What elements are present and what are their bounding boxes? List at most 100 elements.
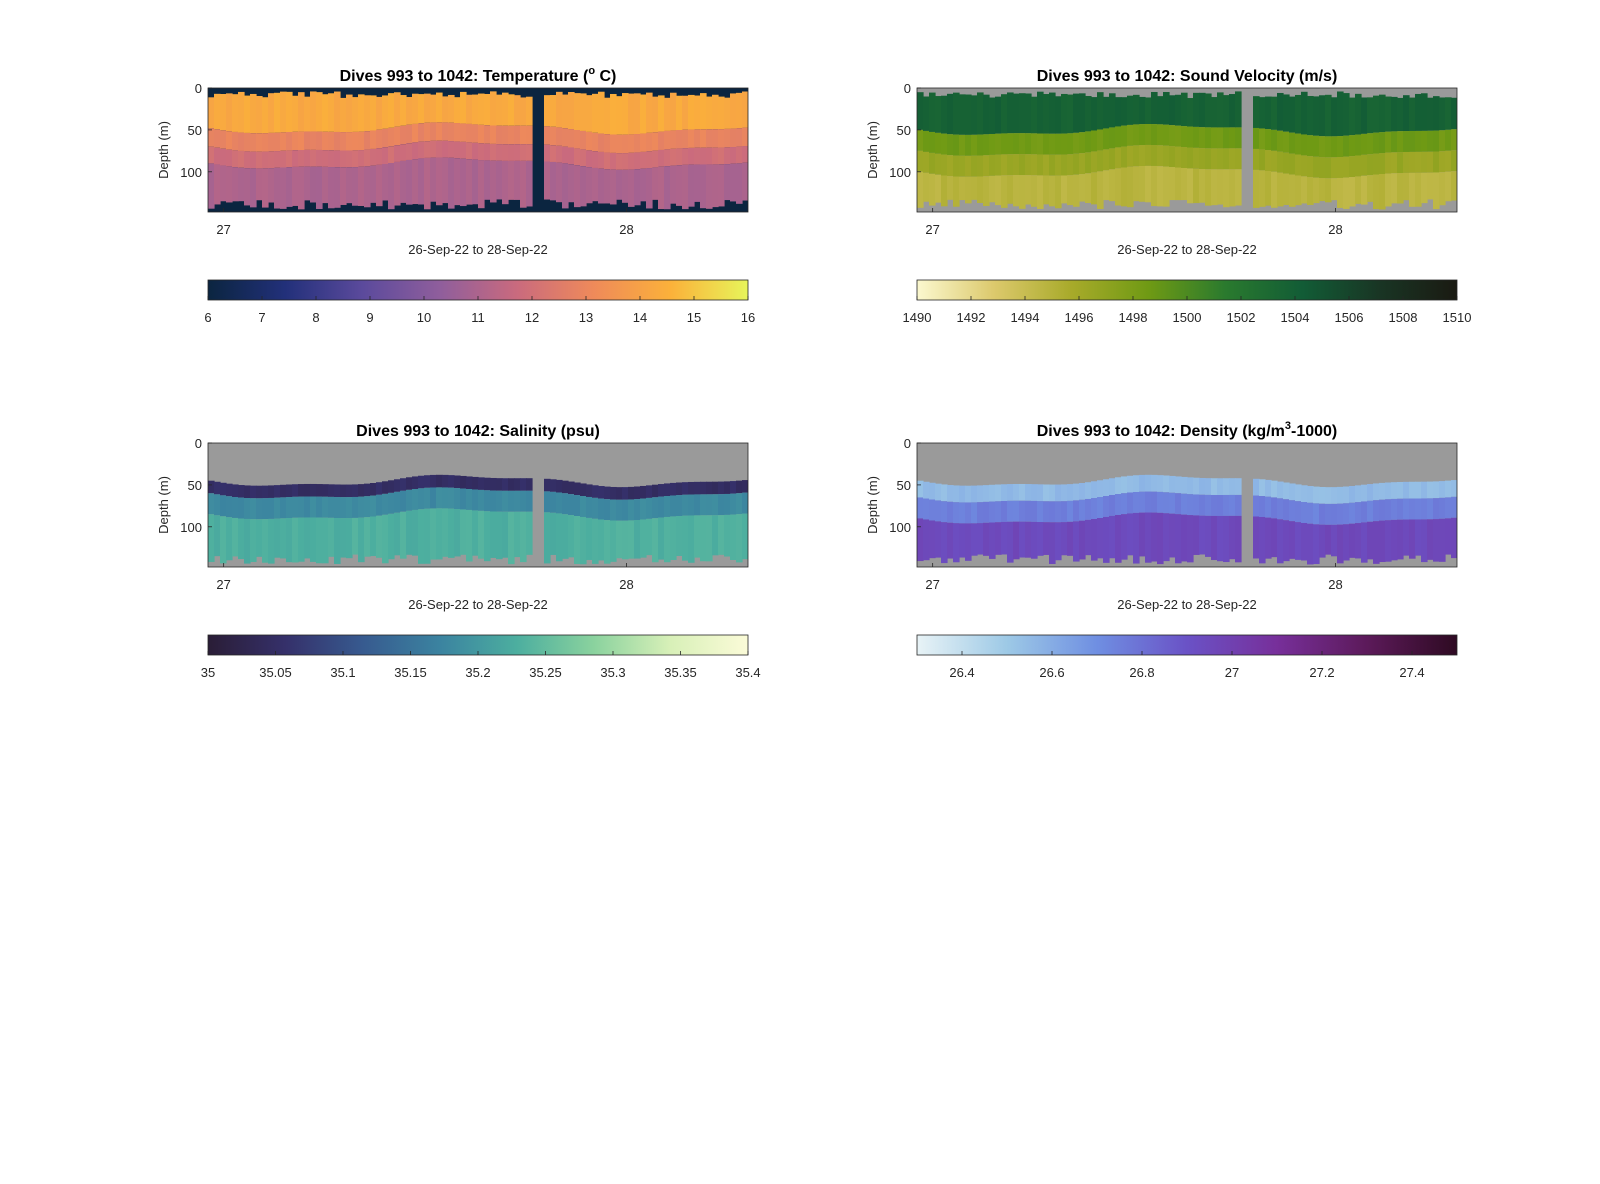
data-column-cell [700,129,707,148]
data-column-cell [742,127,748,147]
data-column-cell [406,143,413,160]
data-column-cell [1307,523,1314,565]
data-column-cell [1403,95,1410,132]
data-column-cell [730,163,737,202]
data-column-cell [724,128,731,148]
data-column-cell [1007,484,1014,501]
data-column-cell [1295,501,1302,523]
data-column-cell [1391,519,1398,561]
data-column-cell [232,150,239,168]
data-column-cell [214,129,221,148]
data-column-cell [1331,97,1338,137]
data-column-cell [1199,494,1206,516]
data-column-cell [292,150,299,167]
data-column-cell [1223,515,1230,563]
data-column-cell [286,91,293,132]
data-column-cell [1157,475,1164,492]
data-column-cell [1439,130,1446,152]
data-column-cell [1427,498,1434,520]
data-column-cell [250,151,257,169]
data-column-cell [496,490,503,512]
data-column-cell [364,166,371,208]
data-column-cell [1019,154,1026,176]
data-column-cell [724,164,731,201]
data-column-cell [304,166,311,201]
data-column-cell [1007,500,1014,522]
data-column-cell [274,485,281,498]
data-column-cell [256,519,263,557]
data-column-cell [394,145,401,162]
data-column-cell [508,125,515,145]
data-column-cell [634,152,641,170]
data-column-cell [1025,175,1032,205]
data-column-cell [328,517,335,557]
data-column-cell [400,511,407,559]
data-column-cell [923,172,930,202]
data-column-cell [436,92,443,123]
data-column-cell [1211,169,1218,206]
data-column-cell [923,481,930,499]
data-column-cell [286,484,293,498]
data-column-cell [1019,133,1026,155]
data-column-cell [478,124,485,144]
data-column-cell [1097,150,1104,172]
data-column-cell [1361,484,1368,502]
colorbar-tick-label: 14 [633,310,647,325]
data-column-cell [1067,154,1074,176]
data-column-cell [971,502,978,524]
data-column-cell [953,92,960,135]
data-column-cell [712,147,719,165]
data-column-cell [1355,502,1362,524]
data-column-cell [1133,491,1140,513]
data-column-cell [1355,155,1362,177]
data-column-cell [640,133,647,152]
data-column-cell [424,157,431,210]
data-column-cell [742,492,748,514]
data-column-cell [514,490,521,512]
data-column-cell [1001,500,1008,522]
data-column-cell [989,133,996,155]
data-column-cell [562,146,569,164]
data-column-cell [262,97,269,134]
data-column-cell [298,496,305,518]
data-column-cell [658,95,665,132]
data-column-cell [640,151,647,169]
data-column-cell [448,475,455,488]
data-column-cell [562,94,569,129]
data-column-cell [286,497,293,519]
data-column-cell [923,498,930,520]
data-column-cell [220,165,227,202]
data-column-cell [502,125,509,145]
data-column-cell [664,149,671,167]
data-column-cell [694,494,701,516]
data-column-cell [664,516,671,563]
data-column-cell [1391,96,1398,132]
data-column-cell [1331,503,1338,525]
data-column-cell [983,94,990,135]
data-column-cell [592,485,599,498]
data-column-cell [586,131,593,151]
data-column-cell [1163,166,1170,207]
data-column-cell [1217,515,1224,562]
data-column-cell [1421,151,1428,173]
data-column-cell [1151,491,1158,513]
data-column-cell [610,520,617,562]
data-column-cell [1115,126,1122,148]
data-column-cell [418,123,425,142]
data-column-cell [676,165,683,206]
data-column-cell [1169,125,1176,147]
data-column-cell [610,486,617,500]
data-column-cell [995,175,1002,206]
data-column-cell [1301,155,1308,177]
data-column-cell [1367,521,1374,560]
data-column-cell [1277,172,1284,207]
data-column-cell [232,94,239,132]
data-column-cell [1421,172,1428,204]
data-column-cell [1151,512,1158,562]
data-column-cell [382,147,389,164]
data-column-cell [238,132,245,151]
data-column-cell [1097,497,1104,518]
data-column-cell [424,122,431,142]
data-column-cell [346,518,353,559]
data-column-cell [682,515,689,561]
